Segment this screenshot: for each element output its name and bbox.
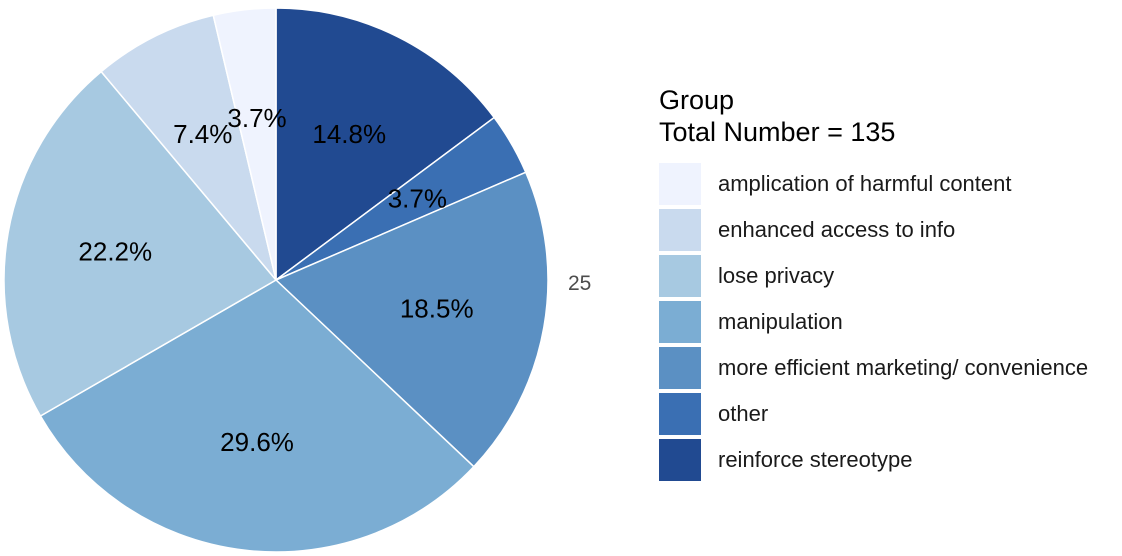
legend-item: lose privacy bbox=[659, 253, 1088, 299]
legend-swatch bbox=[659, 301, 701, 343]
legend-item: more efficient marketing/ convenience bbox=[659, 345, 1088, 391]
pie-slice-manipulation bbox=[39, 279, 475, 553]
slice-percent-label: 14.8% bbox=[312, 119, 386, 149]
legend-item: enhanced access to info bbox=[659, 207, 1088, 253]
legend-label: lose privacy bbox=[718, 263, 835, 288]
pie-slice-lose-privacy bbox=[3, 70, 278, 418]
angle-tick-label: 25 bbox=[568, 272, 591, 295]
legend-label: other bbox=[718, 401, 769, 426]
legend-label: reinforce stereotype bbox=[718, 447, 913, 472]
legend-item: amplication of harmful content bbox=[659, 161, 1088, 207]
legend-item: manipulation bbox=[659, 299, 1088, 345]
legend-swatch bbox=[659, 255, 701, 297]
pie-slices bbox=[3, 7, 549, 553]
legend-swatch bbox=[659, 209, 701, 251]
slice-percent-label: 3.7% bbox=[227, 103, 286, 133]
pie-slice-amplication-of-harmful-content bbox=[212, 7, 277, 281]
legend-label: amplication of harmful content bbox=[718, 171, 1012, 196]
legend-swatch bbox=[659, 347, 701, 389]
legend-title-group: Group bbox=[659, 85, 735, 115]
legend-swatch bbox=[659, 163, 701, 205]
legend-label: manipulation bbox=[718, 309, 843, 334]
legend-swatch bbox=[659, 393, 701, 435]
pie-chart: 14.8%3.7%18.5%29.6%22.2%7.4%3.7% 25 bbox=[3, 7, 591, 553]
legend-title-total: Total Number = 135 bbox=[659, 117, 896, 147]
legend-label: more efficient marketing/ convenience bbox=[718, 355, 1089, 380]
slice-percent-label: 22.2% bbox=[78, 237, 152, 267]
pie-slice-enhanced-access-to-info bbox=[100, 14, 277, 281]
legend-item: reinforce stereotype bbox=[659, 437, 1088, 483]
pie-slice-more-efficient-marketing-convenience bbox=[274, 171, 549, 468]
slice-percent-label: 3.7% bbox=[388, 183, 447, 213]
legend-item: other bbox=[659, 391, 1088, 437]
slice-percent-label: 29.6% bbox=[220, 427, 294, 457]
legend: Group Total Number = 135 amplication of … bbox=[659, 84, 1088, 483]
legend-label: enhanced access to info bbox=[718, 217, 956, 242]
legend-swatch bbox=[659, 439, 701, 481]
legend-items: amplication of harmful content enhanced a… bbox=[659, 161, 1088, 483]
pie-chart-area: 14.8% 3.7% 18.5% 29.6% 22.2% 7.4% 3.7% 25 bbox=[0, 0, 591, 556]
slice-percent-label: 18.5% bbox=[400, 293, 474, 323]
pie-slice-reinforce-stereotype bbox=[275, 7, 496, 282]
pie-slice-labels: 14.8%3.7%18.5%29.6%22.2%7.4%3.7% bbox=[78, 103, 473, 457]
slice-percent-label: 7.4% bbox=[173, 119, 232, 149]
